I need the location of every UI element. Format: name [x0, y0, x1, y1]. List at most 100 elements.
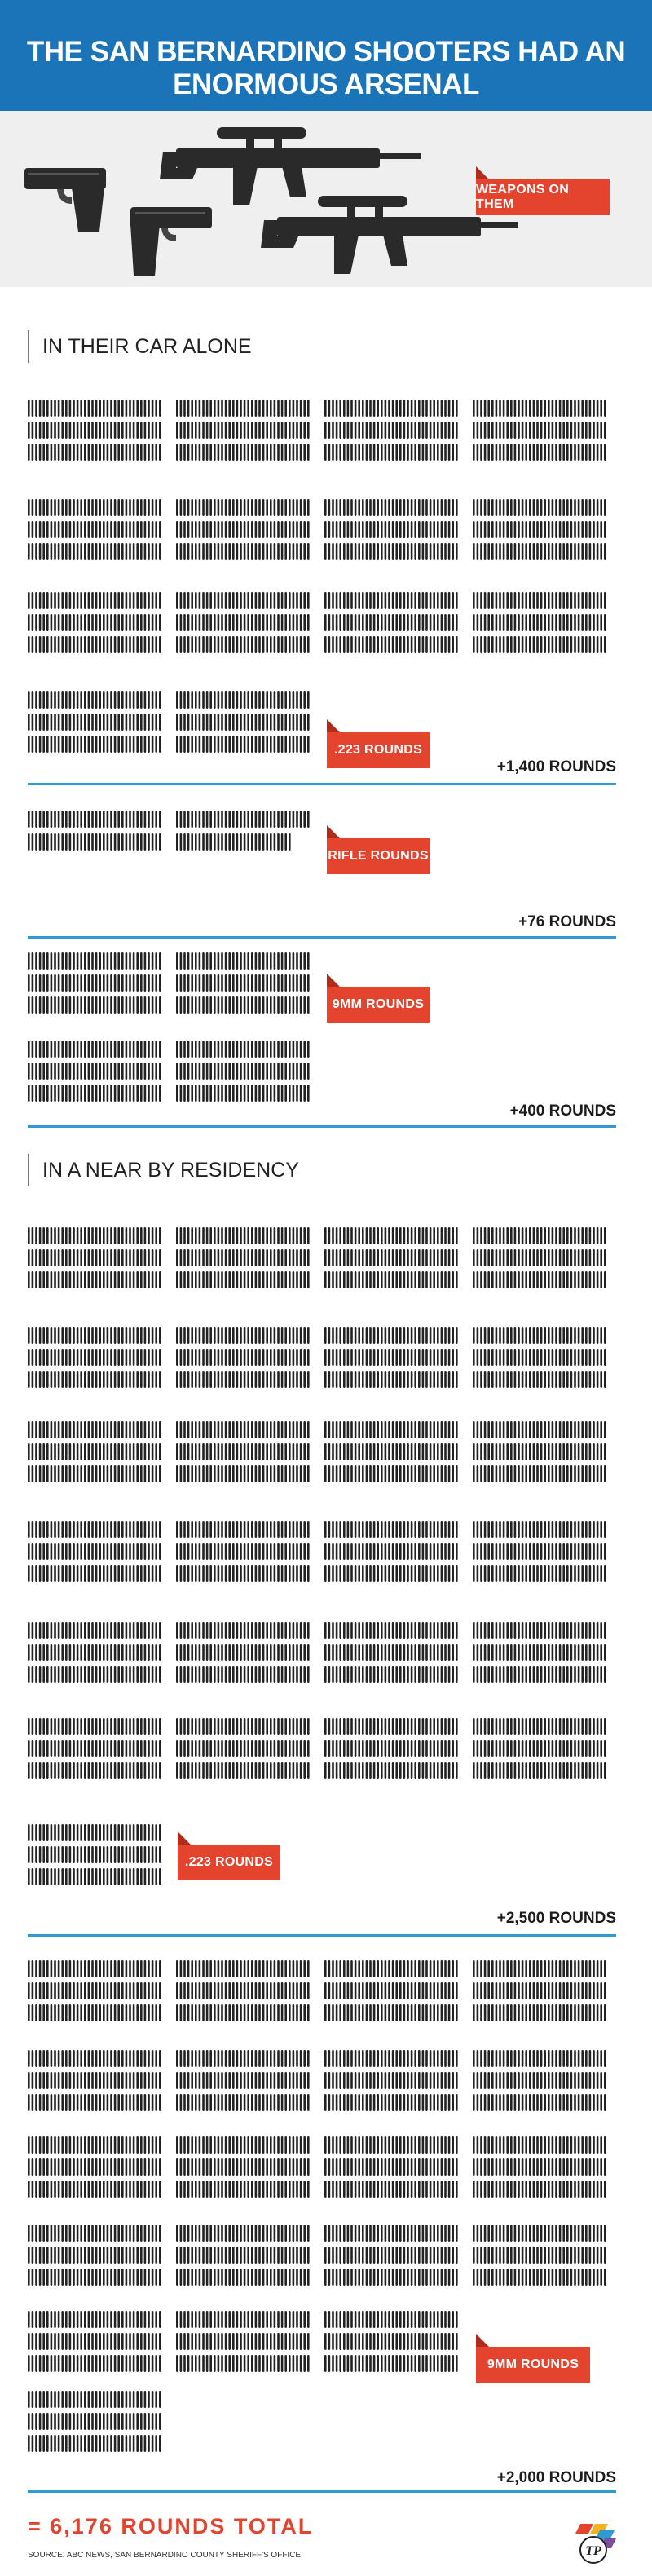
bullet-icon [292, 521, 295, 538]
bullet-icon [232, 1421, 235, 1438]
bullet-icon [284, 811, 287, 828]
bullet-icon [68, 422, 72, 439]
bullet-icon [303, 1982, 306, 1999]
bullet-icon [425, 636, 428, 653]
bullet-icon [217, 691, 220, 709]
bullet-icon [273, 1327, 276, 1344]
bullet-icon [54, 1063, 56, 1080]
bullet-icon [388, 1740, 390, 1757]
bullet-icon [31, 614, 34, 631]
bullet-icon [113, 1718, 117, 1735]
bullet-icon [510, 1622, 513, 1639]
bullet-icon [57, 1868, 60, 1885]
bullet-icon [46, 614, 49, 631]
bullet-icon [217, 1565, 220, 1582]
bullet-icon [176, 1349, 178, 1366]
bullet-icon [540, 1249, 543, 1266]
bullet-icon [307, 952, 310, 970]
bullet-icon [148, 2004, 150, 2021]
bullet-icon [254, 499, 258, 516]
bullet-icon [299, 1960, 302, 1977]
bullet-icon [151, 1622, 154, 1639]
bullet-icon [433, 444, 435, 461]
bullet-icon [444, 1371, 447, 1388]
bullet-icon [369, 592, 372, 609]
bullet-icon [240, 736, 242, 753]
bullet-icon [183, 592, 186, 609]
bullet-icon [183, 1762, 186, 1779]
bullet-icon [536, 614, 539, 631]
bullet-icon [343, 1622, 346, 1639]
bullet-icon [76, 1666, 79, 1683]
bullet-icon [407, 1349, 409, 1366]
bullet-icon [68, 592, 72, 609]
bullet-icon [270, 1644, 272, 1661]
bullet-icon [421, 1371, 425, 1388]
bullet-icon [358, 1521, 360, 1538]
bullet-icon [202, 1565, 205, 1582]
bullet-icon [217, 714, 220, 731]
bullet-icon [148, 691, 150, 709]
bullet-icon [236, 1443, 239, 1460]
bullet-icon [258, 1666, 261, 1683]
bullet-icon [224, 521, 227, 538]
bullet-icon [99, 1718, 101, 1735]
bullet-icon [555, 1249, 557, 1266]
bullet-icon [513, 1740, 517, 1757]
bullet-icon [447, 400, 451, 417]
bullet-icon [335, 543, 338, 560]
bullet-icon [414, 400, 416, 417]
bullet-icon [91, 1041, 94, 1058]
bullet-icon [548, 1249, 550, 1266]
bullet-icon [191, 974, 193, 992]
bullet-icon [292, 1349, 295, 1366]
bullet-icon [399, 1443, 402, 1460]
bullet-icon [600, 1349, 602, 1366]
bullet-icon [548, 543, 550, 560]
bullet-icon [425, 1249, 428, 1266]
bullet-icon [110, 811, 112, 828]
bullet-icon [258, 974, 261, 992]
bullet-icon [577, 636, 580, 653]
bullet-icon [95, 736, 98, 753]
bullet-icon [68, 1565, 72, 1582]
bullet-icon [68, 736, 72, 753]
bullet-icon [588, 636, 592, 653]
bullet-icon [593, 1762, 595, 1779]
bullet-icon [191, 521, 193, 538]
bullet-icon [551, 422, 554, 439]
bullet-icon [95, 1085, 98, 1102]
bullet-icon [343, 1271, 346, 1288]
bullet-icon [209, 1085, 212, 1102]
bullet-icon [132, 952, 135, 970]
bullet-icon [277, 1421, 280, 1438]
bullet-icon [57, 1327, 60, 1344]
bullet-icon [84, 714, 86, 731]
bullet-icon [113, 833, 117, 851]
bullet-icon [191, 1465, 193, 1482]
bullet-icon [495, 1565, 498, 1582]
bullet-icon [421, 1622, 425, 1639]
bullet-icon [491, 444, 494, 461]
bullet-icon [209, 1565, 212, 1582]
bullet-icon [148, 1349, 150, 1366]
bullet-icon [452, 1521, 454, 1538]
bullet-icon [228, 1249, 231, 1266]
bullet-icon [50, 1565, 53, 1582]
bullet-icon [328, 1666, 331, 1683]
bullet-icon [228, 499, 231, 516]
bullet-icon [258, 444, 261, 461]
bullet-icon [110, 1718, 112, 1735]
bullet-icon [61, 736, 64, 753]
bullet-icon [444, 400, 447, 417]
bullet-icon [339, 543, 341, 560]
bullet-icon [600, 1543, 602, 1560]
bullet-icon [61, 1666, 64, 1683]
bullet-icon [558, 1227, 562, 1244]
bullet-icon [151, 1371, 154, 1388]
bullet-icon [191, 1543, 193, 1560]
bullet-icon [540, 1762, 543, 1779]
bullet-icon [604, 1271, 606, 1288]
bullet-icon [343, 521, 346, 538]
bullet-icon [296, 1762, 298, 1779]
